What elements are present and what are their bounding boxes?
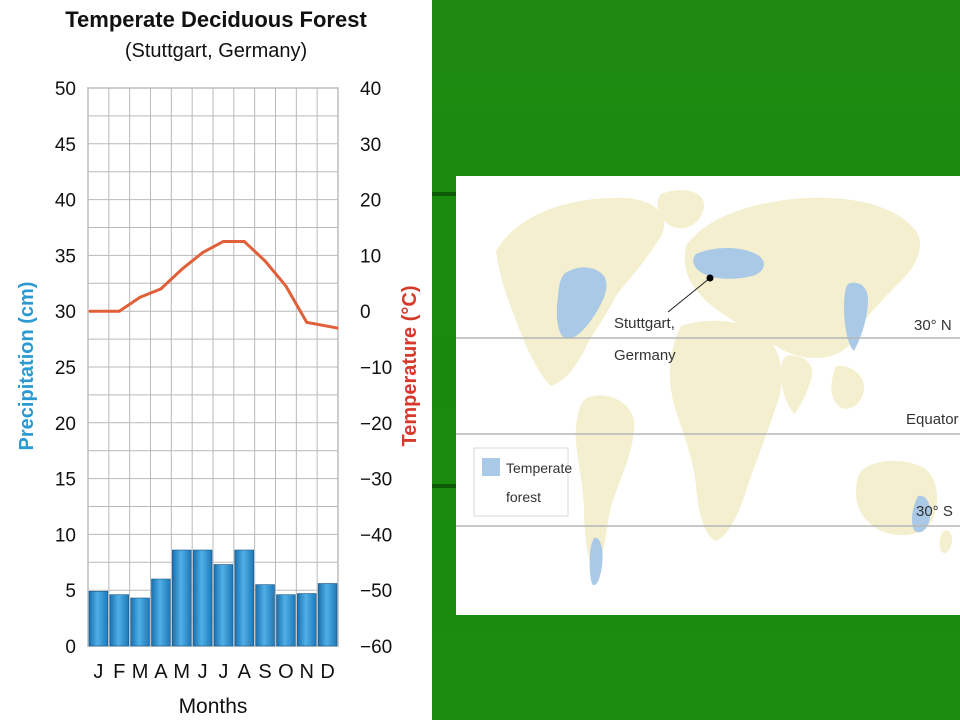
left-tick-label: 15 — [55, 470, 76, 491]
stuttgart-label-line1: Stuttgart, — [614, 315, 675, 332]
precipitation-bar — [255, 584, 275, 647]
month-tick-label: M — [173, 661, 190, 683]
left-tick-label: 5 — [65, 581, 76, 602]
forest-north-america — [556, 267, 607, 339]
chart-panel: Temperate Deciduous Forest (Stuttgart, G… — [0, 0, 432, 720]
month-tick-label: D — [320, 661, 334, 683]
left-tick-label: 45 — [55, 135, 76, 156]
forest-south-america — [589, 537, 603, 586]
forest-east-asia — [844, 282, 868, 351]
label-30s: 30° S — [916, 503, 953, 520]
africa-land — [669, 320, 782, 541]
y-axis-label-temperature: Temperature (°C) — [399, 286, 421, 447]
temperature-point — [117, 309, 121, 313]
month-tick-label: A — [238, 661, 252, 683]
label-30n: 30° N — [914, 317, 952, 334]
right-tick-label: 0 — [360, 302, 371, 323]
stuttgart-marker — [706, 274, 714, 282]
x-axis-label: Months — [179, 695, 248, 718]
precipitation-bar — [172, 549, 192, 647]
left-tick-label: 35 — [55, 246, 76, 267]
climate-chart: 50454035302520151050403020100−10−20−30−4… — [16, 79, 421, 718]
india-land — [781, 355, 813, 414]
left-tick-label: 40 — [55, 191, 76, 212]
forest-europe — [693, 248, 764, 279]
temperature-point — [159, 287, 163, 291]
legend-label-line2: forest — [506, 489, 541, 505]
right-tick-label: 40 — [360, 79, 381, 100]
right-tick-label: −30 — [360, 470, 392, 491]
precipitation-bar — [151, 578, 171, 647]
precipitation-bar — [276, 594, 296, 647]
land-masses — [496, 190, 953, 576]
temperature-point — [201, 251, 205, 255]
right-tick-label: −50 — [360, 581, 392, 602]
month-tick-label: A — [154, 661, 168, 683]
new-zealand-land — [939, 530, 953, 554]
right-tick-label: 10 — [360, 246, 381, 267]
precipitation-bar — [297, 593, 317, 647]
left-tick-label: 20 — [55, 414, 76, 435]
month-tick-label: O — [278, 661, 294, 683]
precipitation-bar — [130, 597, 150, 647]
divider-stripe — [432, 484, 456, 488]
temperate-forest-areas — [556, 248, 931, 586]
temperature-point — [180, 267, 184, 271]
precipitation-bar — [192, 549, 213, 647]
temperature-point — [335, 326, 339, 330]
label-equator: Equator — [906, 411, 959, 428]
temperature-point — [263, 259, 267, 263]
temperature-point — [221, 239, 225, 243]
precipitation-bar — [109, 594, 129, 647]
precipitation-bar — [213, 564, 234, 647]
left-tick-label: 0 — [65, 637, 76, 658]
divider-stripe — [432, 192, 456, 196]
left-tick-label: 10 — [55, 525, 76, 546]
right-tick-label: −40 — [360, 525, 392, 546]
month-tick-label: S — [258, 661, 271, 683]
left-tick-label: 30 — [55, 302, 76, 323]
temperature-line — [90, 239, 338, 330]
right-tick-label: 20 — [360, 191, 381, 212]
temperature-point — [88, 309, 92, 313]
southeast-asia-land — [831, 365, 865, 409]
south-america-land — [575, 395, 635, 576]
stuttgart-label-line2: Germany — [614, 347, 676, 364]
latitude-lines — [456, 337, 960, 527]
temperature-point — [242, 239, 246, 243]
y-axis-label-precipitation: Precipitation (cm) — [16, 282, 38, 451]
precipitation-bar — [234, 549, 254, 647]
month-tick-label: J — [218, 661, 228, 683]
temperature-point — [305, 320, 309, 324]
month-tick-label: F — [113, 661, 125, 683]
world-map: 30° N Equator 30° S Stuttgart, Germany T… — [456, 176, 960, 615]
right-tick-label: −60 — [360, 637, 392, 658]
greenland-land — [657, 190, 705, 229]
map-legend: Temperate forest — [473, 447, 572, 517]
left-tick-label: 50 — [55, 79, 76, 100]
forest-australia — [911, 495, 931, 533]
right-tick-label: 30 — [360, 135, 381, 156]
month-tick-label: J — [93, 661, 103, 683]
month-tick-label: M — [132, 661, 149, 683]
month-tick-label: J — [198, 661, 208, 683]
precipitation-bar — [88, 591, 109, 647]
precipitation-bar — [317, 583, 338, 647]
temperature-point — [138, 295, 142, 299]
left-tick-label: 25 — [55, 358, 76, 379]
chart-subtitle: (Stuttgart, Germany) — [124, 40, 308, 62]
right-tick-label: −10 — [360, 358, 392, 379]
right-tick-label: −20 — [360, 414, 392, 435]
temperature-point — [284, 284, 288, 288]
stuttgart-pointer-line — [667, 277, 711, 313]
legend-label-line1: Temperate — [506, 460, 572, 476]
chart-title: Temperate Deciduous Forest — [65, 7, 367, 32]
month-tick-label: N — [300, 661, 314, 683]
legend-swatch — [482, 458, 500, 476]
